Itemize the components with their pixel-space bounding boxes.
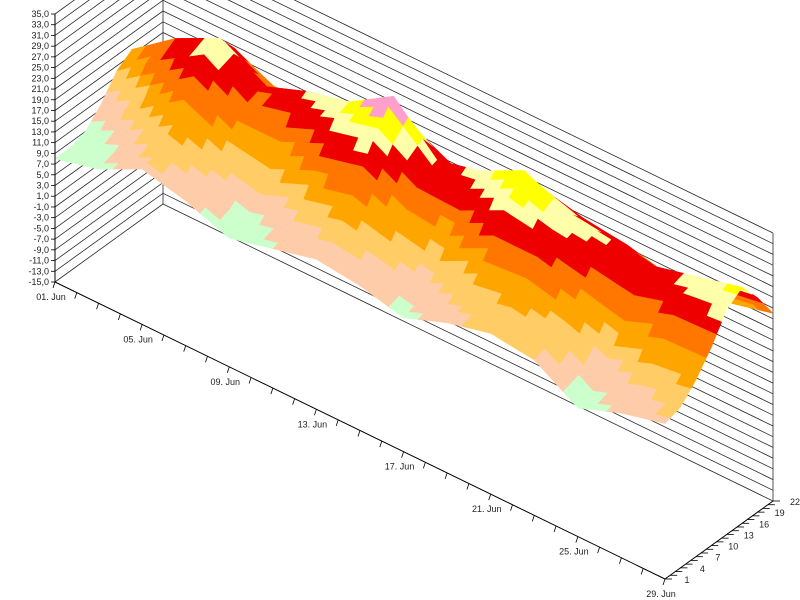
x-tick-mark: [379, 440, 383, 448]
z-tick-label: 25,0: [31, 63, 49, 73]
grid-line: [54, 0, 774, 266]
z-tick-label: 31,0: [31, 30, 49, 40]
y-tick-label: 7: [715, 553, 720, 563]
x-tick-mark: [444, 472, 448, 480]
x-tick-mark: [270, 387, 274, 395]
y-tick-label: 16: [759, 519, 769, 529]
z-tick-label: -5,0: [33, 223, 49, 233]
x-tick-mark: [510, 504, 513, 511]
grid-line: [54, 0, 774, 287]
x-tick-mark: [205, 356, 208, 363]
x-tick-label: 09. Jun: [211, 377, 241, 387]
x-tick-label: 05. Jun: [123, 334, 153, 344]
x-tick-mark: [139, 324, 143, 331]
grid-line: [54, 0, 774, 255]
z-tick-label: 35,0: [31, 9, 49, 19]
z-tick-label: -3,0: [33, 213, 49, 223]
z-tick-label: 5,0: [36, 170, 49, 180]
x-tick-mark: [117, 313, 121, 320]
x-tick-mark: [161, 334, 165, 342]
x-tick-mark: [314, 409, 317, 416]
z-tick-label: -15,0: [28, 277, 49, 287]
z-tick-label: 3,0: [36, 181, 49, 191]
z-tick-label: -1,0: [33, 202, 49, 212]
x-tick-mark: [553, 525, 557, 533]
y-tick-label: 1: [684, 575, 689, 585]
grid-line: [54, 0, 774, 277]
x-tick-mark: [248, 377, 252, 384]
z-tick-label: -9,0: [33, 245, 49, 255]
z-tick-label: 21,0: [31, 84, 49, 94]
z-tick-label: 1,0: [36, 191, 49, 201]
x-tick-mark: [466, 483, 470, 490]
z-tick-label: -7,0: [33, 234, 49, 244]
x-tick-mark: [575, 536, 579, 543]
z-tick-label: 29,0: [31, 41, 49, 51]
x-tick-mark: [597, 547, 601, 554]
z-tick-label: 17,0: [31, 105, 49, 115]
y-tick-label: 19: [775, 508, 785, 518]
x-tick-mark: [422, 462, 426, 469]
y-tick-label: 13: [744, 530, 754, 540]
x-tick-mark: [357, 430, 361, 437]
x-tick-label: 29. Jun: [646, 589, 676, 599]
y-tick-label: 4: [700, 564, 705, 574]
z-tick-label: 9,0: [36, 148, 49, 158]
x-tick-mark: [531, 515, 535, 522]
x-tick-mark: [640, 568, 644, 575]
z-tick-label: -11,0: [29, 256, 49, 266]
x-tick-mark: [226, 366, 230, 373]
z-tick-label: 33,0: [31, 20, 49, 30]
x-tick-mark: [52, 281, 56, 289]
grid-line: [54, 0, 774, 245]
y-tick-label: 22: [790, 497, 800, 507]
z-tick-label: 13,0: [31, 127, 49, 137]
z-tick-label: 27,0: [31, 52, 49, 62]
x-tick-mark: [401, 451, 404, 458]
label-layer: 35,033,031,029,027,025,023,021,019,017,0…: [28, 9, 800, 599]
surface-cell: [649, 414, 671, 424]
z-tick-label: 7,0: [36, 159, 49, 169]
x-tick-label: 01. Jun: [36, 292, 66, 302]
z-tick-label: 23,0: [31, 73, 49, 83]
x-tick-mark: [488, 494, 492, 501]
z-tick-label: 11,0: [32, 138, 49, 148]
z-tick-label: -13,0: [28, 266, 49, 276]
x-tick-mark: [96, 303, 99, 310]
grid-line: [54, 0, 774, 234]
x-tick-label: 17. Jun: [385, 462, 415, 472]
z-tick-label: 19,0: [31, 95, 49, 105]
x-tick-label: 13. Jun: [298, 419, 328, 429]
y-tick-label: 10: [728, 542, 738, 552]
x-tick-label: 25. Jun: [559, 547, 589, 557]
x-tick-mark: [619, 557, 622, 564]
y-axis: [664, 500, 774, 580]
z-tick-label: 15,0: [31, 116, 49, 126]
x-tick-mark: [292, 398, 296, 405]
axis-layer: [51, 13, 780, 586]
x-tick-label: 21. Jun: [472, 504, 502, 514]
x-tick-mark: [335, 419, 339, 427]
x-tick-mark: [74, 292, 78, 299]
x-tick-mark: [662, 578, 666, 586]
x-tick-mark: [183, 345, 187, 352]
surface-layer: [54, 37, 774, 424]
